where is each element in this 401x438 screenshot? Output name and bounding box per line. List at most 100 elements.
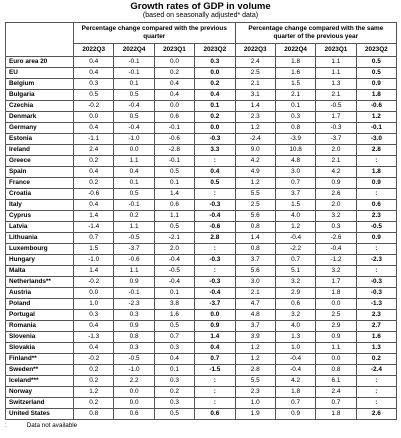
yoy-value-cell: 2.1 [315,155,357,167]
yoy-value-cell: 0.9 [315,331,357,343]
country-name: Belgium [5,78,74,90]
yoy-value-cell: 4.8 [274,155,317,167]
period-header: 2023Q2 [355,43,398,57]
yoy-value-cell: 2.8 [355,144,398,156]
table-row: Italy 0.4 -0.1 0.6 -0.3 2.5 1.5 2.0 0.6 [5,199,398,211]
qoq-value-cell: 0.4 [153,353,196,365]
qoq-value-cell: 0.3 [153,375,196,387]
yoy-value-cell: 3.7 [274,188,317,200]
table-row: Slovakia 0.4 0.3 0.3 0.4 1.2 1.0 1.1 1.3 [5,342,398,354]
country-name: Malta [5,265,74,277]
country-name: Ireland [5,144,74,156]
yoy-value-cell: 0.1 [274,100,317,112]
yoy-value-cell: 9.0 [234,144,276,156]
table-row: Slovenia -1.3 0.8 0.7 1.4 3.9 1.3 0.9 1.6 [5,331,398,343]
qoq-value-cell: -0.6 [153,133,196,145]
qoq-value-cell: 1.4 [194,331,236,343]
yoy-value-cell: -0.3 [355,287,398,299]
qoq-value-cell: 0.5 [153,221,196,233]
table-row: Greece 0.2 1.1 -0.1:4.2 4.8 2.1: [5,155,398,167]
table-row: Malta 1.4 1.1 -0.5:5.6 5.1 3.2: [5,265,398,277]
qoq-value-cell: 1.5 [72,243,115,255]
country-name: Austria [5,287,74,299]
yoy-value-cell: 4.9 [234,166,276,178]
yoy-value-cell: 1.3 [355,342,398,354]
table-row: Austria 0.0 -0.1 0.1 -0.4 2.1 2.9 1.8 -0.3 [5,287,398,299]
qoq-value-cell: 1.2 [72,386,115,398]
qoq-value-cell: 0.3 [194,56,236,68]
table-row: Czechia -0.2 -0.4 0.0 0.1 1.4 0.1 -0.5 -0.6 [5,100,398,112]
table-row: Luxembourg 1.5 -3.7 2.0:0.8 -2.2 -0.4: [5,243,398,255]
period-header: 2022Q3 [234,43,276,57]
yoy-value-cell: 3.1 [234,89,276,101]
table-row: Hungary -1.0 -0.6 -0.4 -0.3 3.7 0.7 -1.2 -2.3 [5,254,398,266]
table-row: Portugal 0.3 0.3 1.6 0.0 4.8 3.2 2.5 2.3 [5,309,398,321]
qoq-value-cell: 1.1 [113,155,155,167]
qoq-value-cell: 0.4 [72,56,115,68]
qoq-value-cell: 0.6 [153,111,196,123]
qoq-value-cell: 0.7 [72,232,115,244]
table-row: Finland** -0.2 -0.5 0.4 0.7 1.2 -0.4 0.0 0.2 [5,353,398,365]
table-row: Spain 0.4 0.4 0.5 0.4 4.9 3.0 4.2 1.8 [5,166,398,178]
qoq-value-cell: -2.3 [113,298,155,310]
qoq-value-cell: -3.7 [113,243,155,255]
country-name: Switzerland [5,397,74,409]
yoy-value-cell: 3.7 [234,320,276,332]
yoy-value-cell: 2.1 [315,89,357,101]
yoy-value-cell: 3.7 [234,254,276,266]
yoy-value-cell: 3.2 [315,210,357,222]
yoy-value-cell: 2.9 [274,287,317,299]
qoq-value-cell: 0.2 [113,210,155,222]
country-name: Latvia [5,221,74,233]
qoq-value-cell: -0.1 [113,287,155,299]
qoq-value-cell: -0.1 [113,67,155,79]
table-row: Denmark 0.0 0.5 0.6 0.2 2.3 0.3 1.7 1.2 [5,111,398,123]
yoy-value-cell: 1.2 [234,122,276,134]
yoy-value-cell: 1.3 [315,78,357,90]
yoy-value-cell: 1.2 [234,342,276,354]
qoq-value-cell: 0.6 [153,199,196,211]
qoq-value-cell: 0.9 [194,320,236,332]
table-row: Iceland*** 0.2 2.2 0.3:5.5 4.2 6.1: [5,375,398,387]
qoq-value-cell: 1.4 [72,210,115,222]
yoy-value-cell: 1.8 [274,56,317,68]
table-row: Ireland 2.4 0.0 -2.8 3.3 9.0 10.8 2.0 2.8 [5,144,398,156]
country-name: Euro area 20 [5,56,74,68]
yoy-value-cell: 4.7 [234,298,276,310]
qoq-value-cell: 0.0 [113,386,155,398]
qoq-value-cell: 0.4 [72,166,115,178]
yoy-value-cell: -2.3 [355,254,398,266]
table-row: Latvia -1.4 1.1 0.5 -0.6 0.8 1.2 0.3 -0.5 [5,221,398,233]
table-row: Estonia -1.1 -1.0 -0.6 -0.3 -2.4 -3.9 -3.7 -3.0 [5,133,398,145]
yoy-value-cell: 2.3 [234,111,276,123]
qoq-value-cell: 0.0 [153,56,196,68]
yoy-value-cell: 0.7 [274,397,317,409]
qoq-value-cell: 0.4 [194,166,236,178]
qoq-value-cell: -0.4 [194,210,236,222]
yoy-value-cell: -0.4 [274,232,317,244]
yoy-value-cell: : [355,155,398,167]
table-row: EU 0.4 -0.1 0.2 0.0 2.5 1.6 1.1 0.5 [5,67,398,79]
qoq-value-cell: 0.0 [72,111,115,123]
qoq-value-cell: 0.1 [153,287,196,299]
qoq-value-cell: : [194,155,236,167]
qoq-value-cell: : [194,386,236,398]
qoq-value-cell: 0.1 [194,100,236,112]
qoq-value-cell: 0.5 [113,188,155,200]
country-name: Poland [5,298,74,310]
country-name: Sweden** [5,364,74,376]
qoq-value-cell: 0.4 [72,320,115,332]
header-group-row: Percentage change compared with the prev… [5,22,398,57]
yoy-value-cell: 1.6 [355,331,398,343]
qoq-value-cell: 0.5 [153,408,196,420]
yoy-value-cell: -3.7 [315,133,357,145]
yoy-value-cell: 2.3 [355,210,398,222]
footnote: : Data not available [5,422,401,429]
yoy-value-cell: 0.9 [315,177,357,189]
yoy-value-cell: 1.6 [274,67,317,79]
qoq-value-cell: -0.2 [72,276,115,288]
yoy-value-cell: 1.0 [234,397,276,409]
country-name: Estonia [5,133,74,145]
qoq-value-cell: 1.1 [113,265,155,277]
